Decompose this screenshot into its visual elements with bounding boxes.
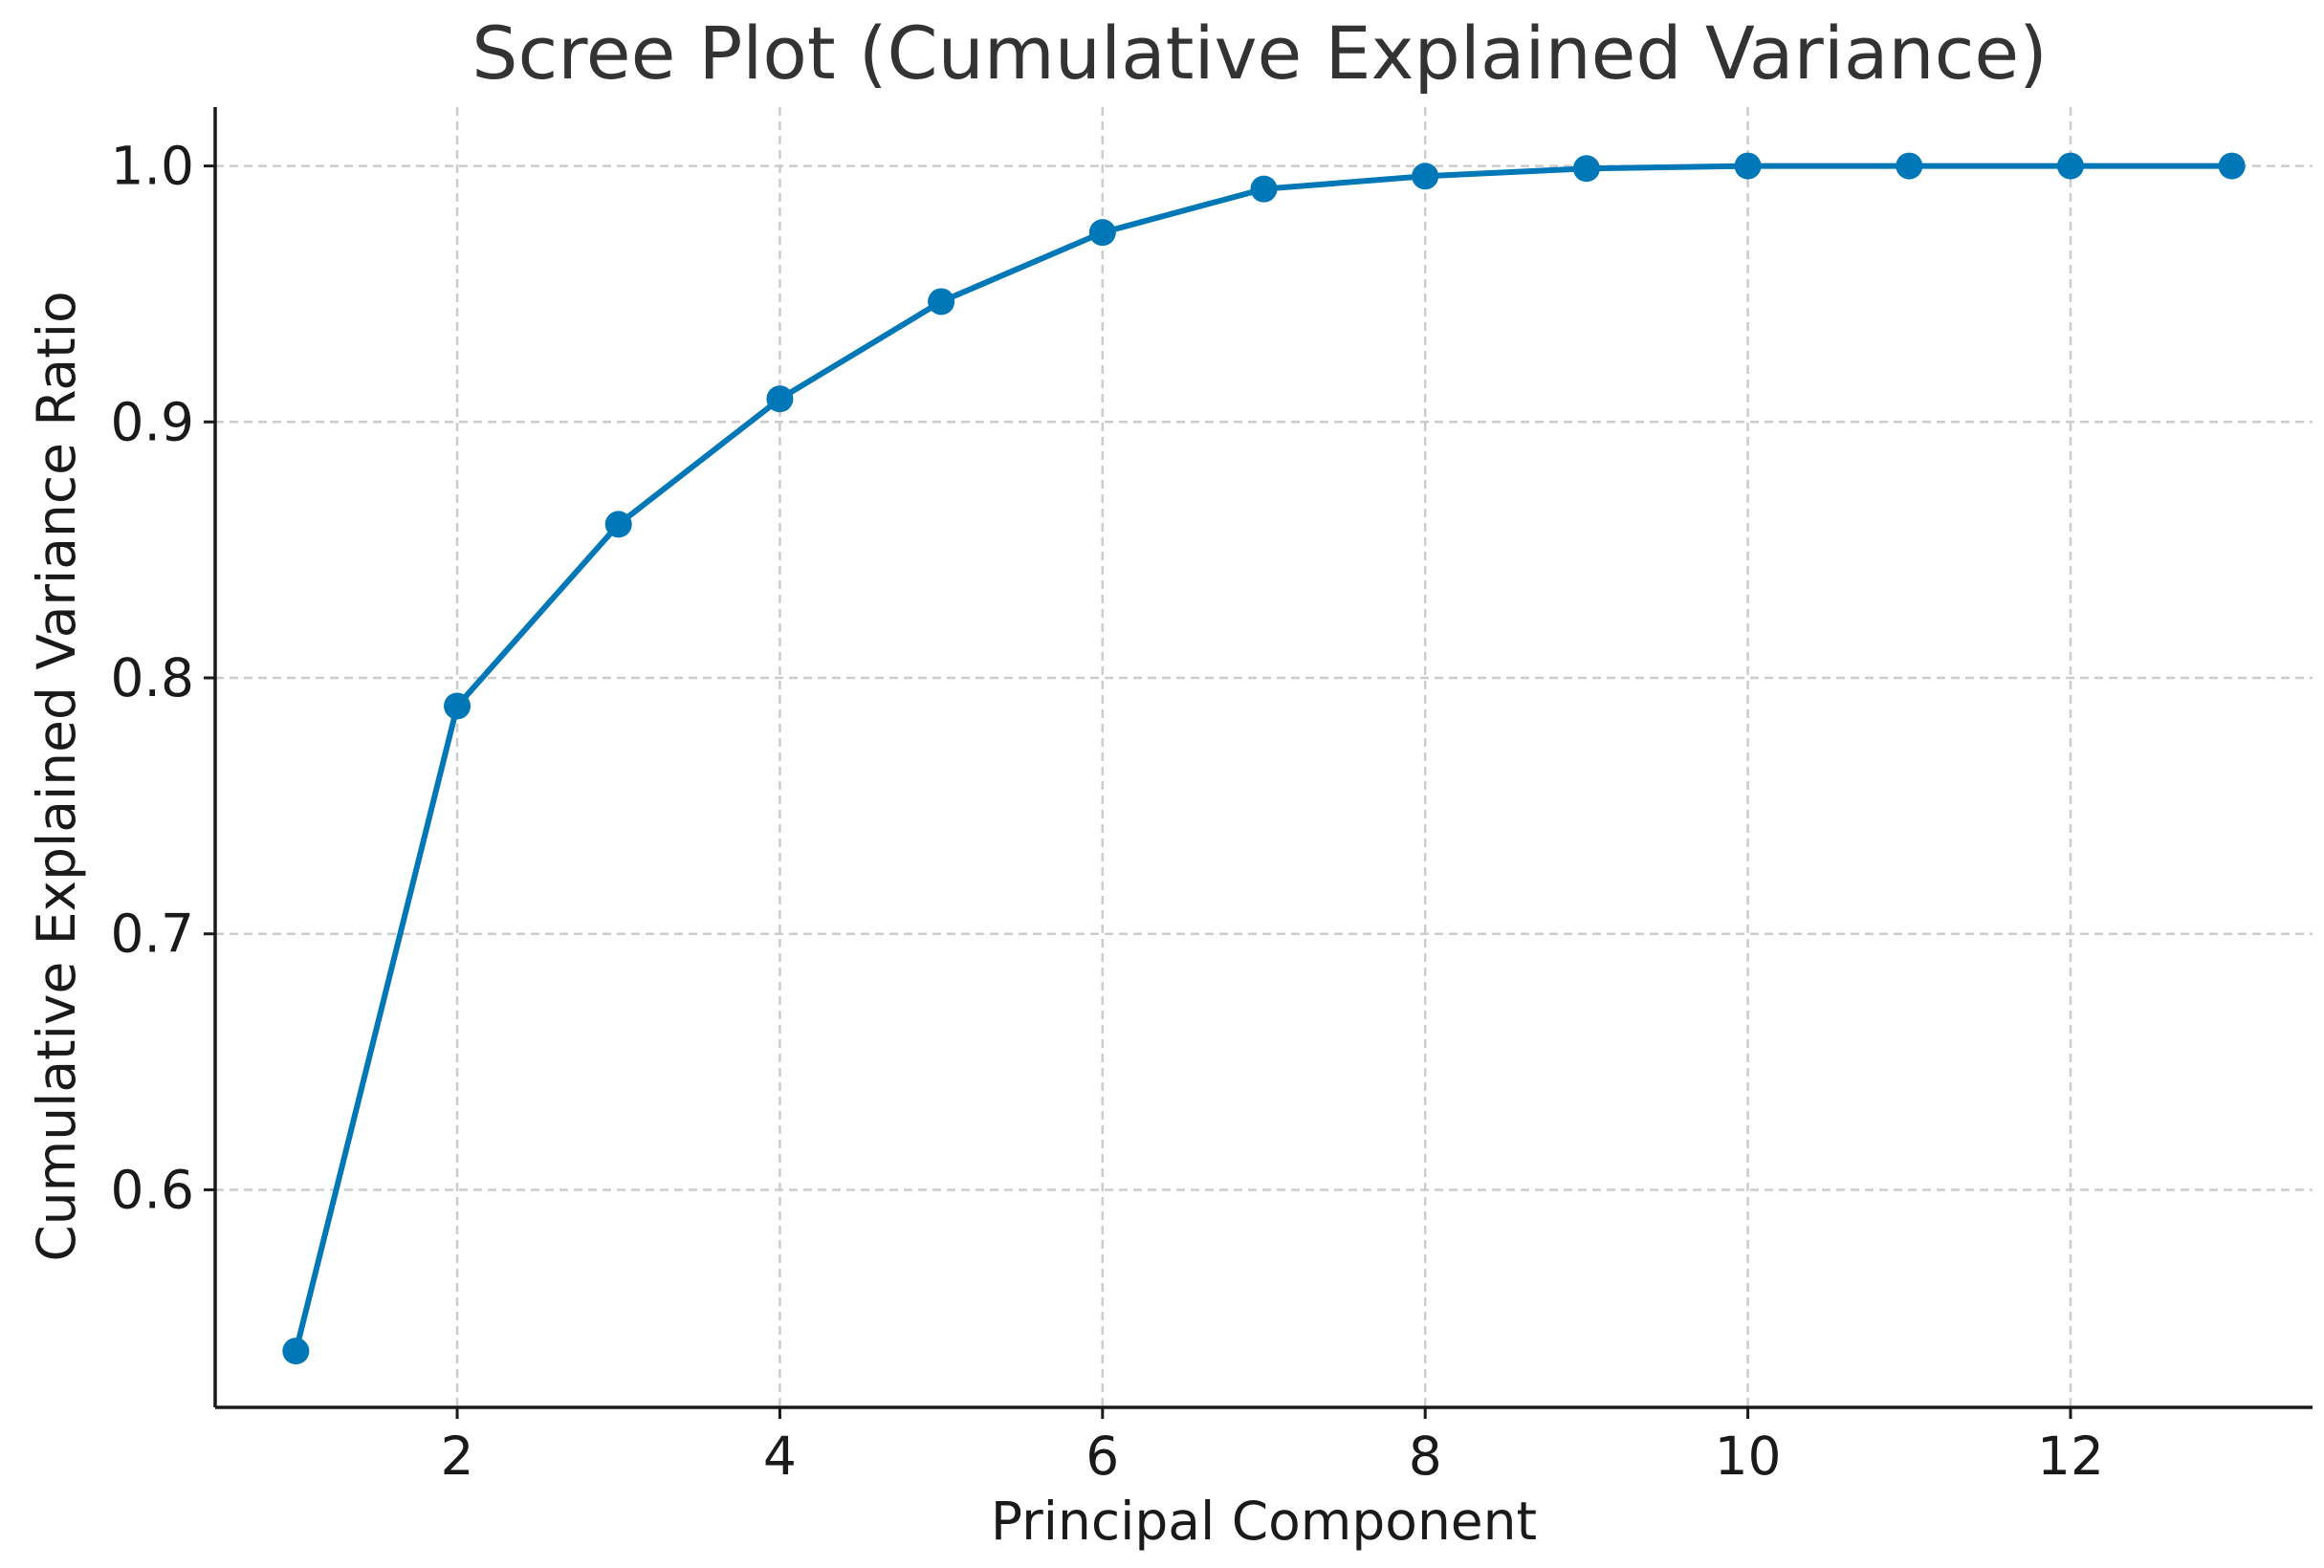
data-point-pc-12 <box>2056 152 2084 180</box>
y-grid-lines <box>215 164 2313 1191</box>
x-tick-label-10: 10 <box>1715 1426 1782 1487</box>
data-point-pc-9 <box>1572 155 1600 183</box>
data-point-pc-1 <box>282 1338 310 1365</box>
data-point-pc-2 <box>444 692 471 720</box>
chart-title: Scree Plot (Cumulative Explained Varianc… <box>471 11 2048 96</box>
x-tick-label-4: 4 <box>763 1426 797 1487</box>
y-tick-label-0.7: 0.7 <box>111 904 194 965</box>
data-point-pc-13 <box>2218 152 2246 180</box>
series-line-0 <box>293 163 2235 1355</box>
x-axis-ticks: 2 4 6 8 10 12 <box>441 1407 2104 1487</box>
y-tick-label-1.0: 1.0 <box>111 136 194 197</box>
y-tick-label-0.8: 0.8 <box>111 647 194 708</box>
x-tick-label-2: 2 <box>441 1426 474 1487</box>
data-point-pc-10 <box>1734 152 1762 180</box>
data-point-pc-8 <box>1412 163 1439 190</box>
data-point-pc-11 <box>1896 152 1923 180</box>
data-point-pc-5 <box>928 288 955 316</box>
data-point-pc-6 <box>1088 219 1116 247</box>
y-tick-label-0.9: 0.9 <box>111 391 194 452</box>
y-axis-ticks: 0.6 0.7 0.8 0.9 1.0 <box>111 136 215 1220</box>
axes <box>213 107 2313 1409</box>
x-tick-label-12: 12 <box>2037 1426 2104 1487</box>
x-tick-label-6: 6 <box>1085 1426 1119 1487</box>
y-axis-label: Cumulative Explained Variance Ratio <box>26 291 87 1261</box>
series-cumulative-variance <box>282 152 2246 1365</box>
x-tick-label-8: 8 <box>1409 1426 1442 1487</box>
y-tick-label-0.6: 0.6 <box>111 1159 194 1220</box>
x-grid-lines <box>455 107 2072 1407</box>
data-point-pc-7 <box>1250 175 1278 203</box>
data-point-pc-3 <box>604 511 632 538</box>
x-axis-label: Principal Component <box>991 1491 1537 1552</box>
data-point-pc-4 <box>766 385 794 413</box>
